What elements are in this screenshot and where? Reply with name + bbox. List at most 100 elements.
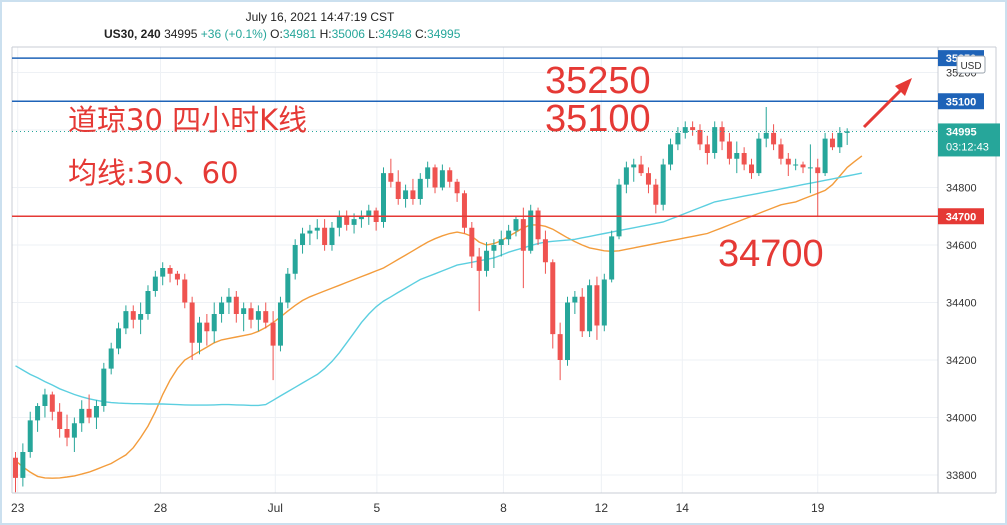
x-tick-label: 8: [500, 501, 507, 515]
candle-body: [447, 170, 453, 182]
symbol-label: US30, 240: [104, 27, 161, 41]
candle-body: [130, 311, 136, 320]
y-tick-label: 34400: [946, 298, 977, 310]
level-badge-label: 35100: [946, 96, 977, 108]
candle-body: [623, 167, 629, 185]
candle-body: [579, 296, 585, 332]
candle-body: [174, 273, 180, 280]
candle-body: [351, 219, 357, 225]
x-tick-label: 19: [811, 501, 825, 515]
chart-title-annotation: 道琼30 四小时K线: [68, 103, 307, 137]
candle-body: [800, 164, 806, 168]
candle-body: [587, 285, 593, 332]
moving-averages: [15, 155, 863, 479]
x-tick-label: Jul: [268, 501, 283, 515]
candle-body: [93, 406, 99, 418]
candle-body: [42, 394, 48, 406]
level-lines: [12, 57, 938, 217]
candle-body: [815, 167, 821, 174]
candle-body: [461, 193, 467, 228]
candle-body: [86, 408, 92, 418]
y-tick-label: 34600: [946, 240, 977, 252]
candle-body: [314, 227, 320, 231]
candle-body: [79, 408, 85, 424]
x-tick-label: 28: [154, 501, 168, 515]
candle-body: [255, 311, 261, 320]
candle-body: [336, 216, 342, 228]
candle-body: [822, 138, 828, 174]
quote-line: US30, 240 34995 +36 (+0.1%) O:34981 H:35…: [104, 27, 460, 41]
candle-body: [778, 144, 784, 159]
candle-body: [277, 302, 283, 346]
candle-body: [771, 132, 777, 145]
candle-body: [506, 230, 512, 240]
candle-body: [601, 279, 607, 326]
candle-body: [395, 181, 401, 199]
trend-arrow-head: [895, 78, 912, 96]
last-price-badge-bg: [938, 123, 1000, 157]
candle-body: [167, 268, 173, 274]
candle-body: [829, 138, 835, 148]
candle-body: [285, 273, 291, 303]
close-value: 34995: [427, 27, 461, 41]
candle-body: [20, 452, 26, 478]
candle-body: [550, 262, 556, 335]
candle-body: [844, 131, 850, 133]
last-price-badge-value: 34995: [946, 126, 977, 138]
candle-body: [542, 239, 548, 263]
candle-body: [211, 314, 217, 332]
close-label: C:: [415, 27, 428, 41]
candle-body: [300, 233, 306, 245]
candle-body: [13, 457, 18, 478]
ma-line-ma30: [15, 155, 863, 479]
time-axis-labels: 23 28 Jul 5 8 12 14 19: [11, 501, 825, 515]
high-label: H:: [319, 27, 332, 41]
price-axis-labels: 3380034000342003440034600348003500035200: [946, 68, 977, 483]
candle-body: [594, 285, 600, 326]
candle-body: [381, 173, 386, 222]
candle-body: [366, 210, 372, 217]
candles: [13, 107, 850, 493]
candle-body: [572, 296, 578, 303]
y-tick-label: 33800: [946, 470, 977, 482]
open-label: O:: [270, 27, 283, 41]
candle-body: [520, 219, 526, 251]
candle-body: [101, 368, 107, 406]
currency-badge-bg: [956, 55, 986, 74]
candle-body: [513, 219, 519, 231]
candle-body: [697, 130, 703, 145]
y-tick-label: 34200: [946, 355, 977, 367]
candle-body: [241, 308, 247, 314]
low-value: 34948: [378, 27, 412, 41]
y-tick-label: 34800: [946, 183, 977, 195]
candle-body: [182, 279, 188, 303]
candle-body: [439, 170, 445, 188]
candle-body: [616, 184, 622, 237]
candle-body: [719, 127, 725, 142]
candle-body: [204, 322, 210, 332]
level-35100-annotation: 35100: [545, 98, 651, 140]
change-text: +36 (+0.1%): [200, 27, 267, 41]
candle-body: [565, 302, 570, 360]
candle-body: [454, 181, 460, 194]
candle-body: [388, 173, 394, 182]
candle-body: [756, 138, 762, 174]
candle-body: [263, 311, 269, 323]
candle-body: [734, 153, 740, 159]
open-value: 34981: [282, 27, 317, 41]
candle-body: [675, 132, 681, 145]
candle-body: [403, 190, 409, 199]
candle-body: [307, 230, 313, 234]
candle-body: [27, 420, 33, 452]
x-tick-label: 23: [11, 501, 25, 515]
candle-body: [749, 164, 754, 174]
level-badge-bg: [938, 208, 984, 225]
candle-body: [726, 141, 732, 159]
candle-body: [138, 314, 144, 320]
candle-body: [498, 239, 504, 245]
annotations: 道琼30 四小时K线 均线:30、60 35250 35100 34700: [68, 60, 912, 275]
level-34700-annotation: 34700: [718, 233, 824, 275]
candle-body: [123, 311, 129, 329]
